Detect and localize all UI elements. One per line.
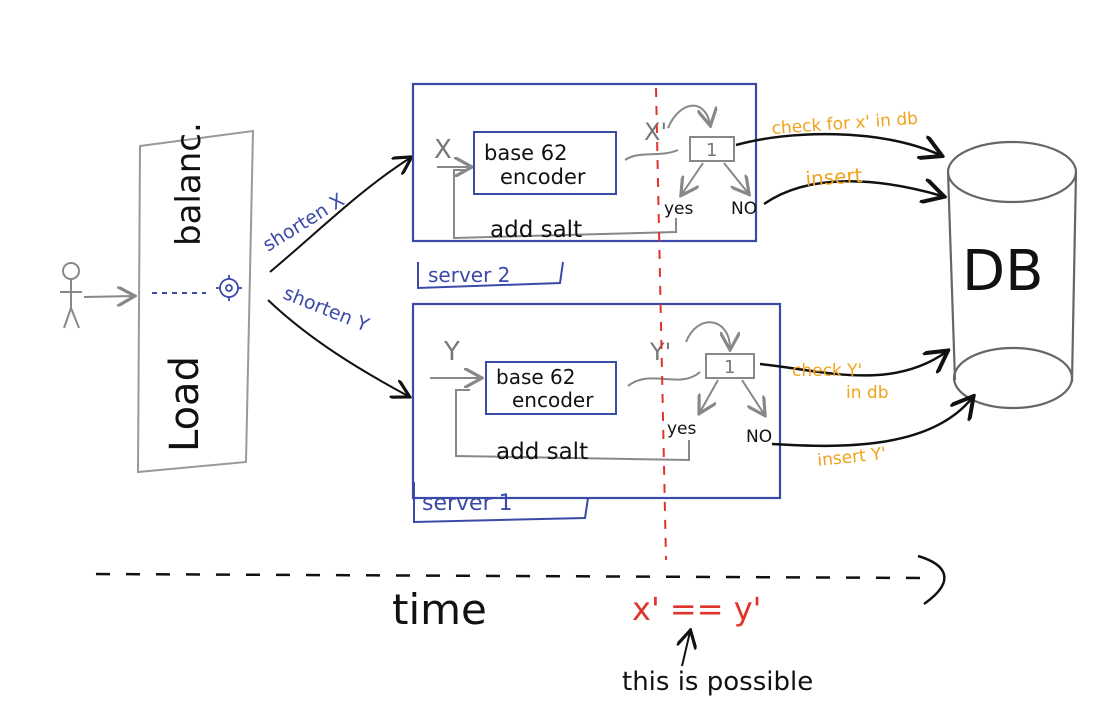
server2-check-box <box>689 136 735 162</box>
server-2: server 2 X base 62 encoder X' 1 yes NO a… <box>411 82 757 290</box>
arrow-check-x <box>735 132 940 155</box>
user-to-lb-arrow <box>83 296 133 297</box>
request-shorten-x: shorten X <box>259 189 348 256</box>
insert-y-label: insert Y' <box>816 444 887 471</box>
arrow-insert-top <box>763 181 942 206</box>
check-y-label-line1: check Y' <box>792 361 862 381</box>
arrow-to-server2 <box>269 158 410 273</box>
request-shorten-y: shorten Y <box>280 282 372 336</box>
server1-encoder <box>485 361 617 415</box>
lb-label-bottom: Load <box>162 356 208 452</box>
server2-yes: yes <box>664 199 694 219</box>
insert-top-label: insert <box>805 163 864 191</box>
server1-input: Y <box>443 337 460 367</box>
server2-encoder-line2: encoder <box>500 165 586 189</box>
timeline-arrowhead-icon <box>917 554 946 606</box>
server2-no: NO <box>731 199 757 219</box>
server2-input: X <box>434 135 452 165</box>
server2-salt: add salt <box>490 217 582 243</box>
gear-icon <box>216 275 242 301</box>
server1-encoder-line1: base 62 <box>496 365 575 389</box>
equality-label: x' == y' <box>632 590 761 628</box>
db-label: DB <box>962 239 1044 304</box>
server2-output: X' <box>644 118 667 146</box>
server-1: server 1 Y base 62 encoder Y' 1 yes NO a… <box>411 302 782 524</box>
timeline-label: time <box>392 585 487 634</box>
check-y-label-line2: in db <box>846 383 888 403</box>
server1-yes: yes <box>667 419 697 439</box>
server2-check-value: 1 <box>706 140 717 161</box>
server2-encoder-line1: base 62 <box>484 141 567 165</box>
server1-label: server 1 <box>422 491 513 516</box>
server1-output: Y' <box>649 338 671 366</box>
load-balancer: Load balanc. <box>136 122 255 474</box>
lb-label-top: balanc. <box>169 122 209 246</box>
arrow-insert-y <box>771 398 972 448</box>
server1-check-box <box>705 353 755 379</box>
same-moment-line <box>655 87 667 561</box>
arrow-to-server1 <box>267 299 408 396</box>
database <box>946 140 1078 410</box>
note-text: this is possible <box>622 667 813 697</box>
timeline-axis <box>95 572 929 580</box>
server1-no: NO <box>746 427 772 447</box>
user-figure-icon <box>60 262 82 329</box>
note-arrow <box>682 632 690 667</box>
server1-check-value: 1 <box>724 357 735 378</box>
server2-label: server 2 <box>428 263 510 287</box>
server1-encoder-line2: encoder <box>512 388 594 412</box>
server1-salt: add salt <box>496 439 588 465</box>
arrow-check-y <box>759 352 946 377</box>
server2-encoder <box>473 131 617 195</box>
